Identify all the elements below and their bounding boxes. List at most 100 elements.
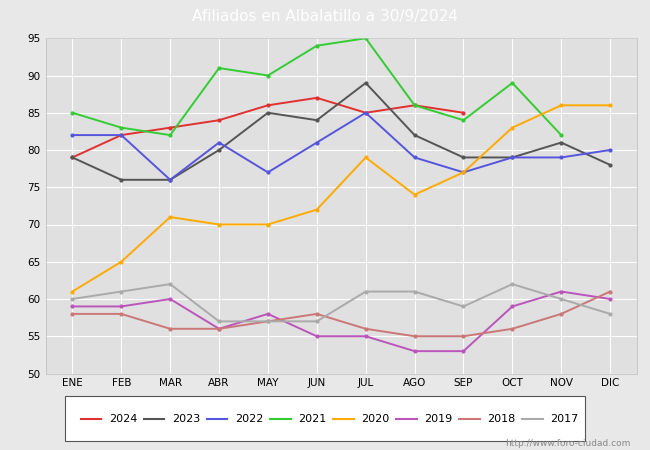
2020 bbox=[557, 103, 565, 108]
2024 bbox=[411, 103, 419, 108]
2017 bbox=[313, 319, 320, 324]
2024 bbox=[264, 103, 272, 108]
2018 bbox=[313, 311, 320, 317]
2022 bbox=[557, 155, 565, 160]
2022 bbox=[68, 132, 76, 138]
2023 bbox=[557, 140, 565, 145]
2021 bbox=[166, 132, 174, 138]
2023 bbox=[460, 155, 467, 160]
2019 bbox=[118, 304, 125, 309]
2019 bbox=[166, 296, 174, 302]
2017 bbox=[411, 289, 419, 294]
Text: 2020: 2020 bbox=[361, 414, 389, 423]
2020 bbox=[508, 125, 516, 130]
Line: 2019: 2019 bbox=[71, 290, 612, 352]
2018 bbox=[362, 326, 370, 332]
2017 bbox=[508, 281, 516, 287]
2023 bbox=[264, 110, 272, 116]
2021 bbox=[460, 117, 467, 123]
2022 bbox=[411, 155, 419, 160]
2020 bbox=[166, 214, 174, 220]
2018 bbox=[606, 289, 614, 294]
2023 bbox=[68, 155, 76, 160]
2017 bbox=[215, 319, 223, 324]
2022 bbox=[264, 170, 272, 175]
2020 bbox=[460, 170, 467, 175]
FancyBboxPatch shape bbox=[65, 396, 585, 441]
2019 bbox=[606, 296, 614, 302]
2023 bbox=[313, 117, 320, 123]
2020 bbox=[313, 207, 320, 212]
2019 bbox=[557, 289, 565, 294]
2019 bbox=[508, 304, 516, 309]
2020 bbox=[118, 259, 125, 265]
2020 bbox=[411, 192, 419, 198]
2021 bbox=[313, 43, 320, 49]
2024 bbox=[68, 155, 76, 160]
2017 bbox=[606, 311, 614, 317]
2021 bbox=[508, 80, 516, 86]
2020 bbox=[264, 222, 272, 227]
2023 bbox=[508, 155, 516, 160]
2021 bbox=[411, 103, 419, 108]
2021 bbox=[362, 36, 370, 41]
2022 bbox=[313, 140, 320, 145]
2018 bbox=[166, 326, 174, 332]
2017 bbox=[68, 296, 76, 302]
2019 bbox=[68, 304, 76, 309]
Text: 2024: 2024 bbox=[109, 414, 138, 423]
2023 bbox=[118, 177, 125, 183]
2019 bbox=[264, 311, 272, 317]
2019 bbox=[362, 333, 370, 339]
Text: 2017: 2017 bbox=[551, 414, 578, 423]
2022 bbox=[362, 110, 370, 116]
2021 bbox=[557, 132, 565, 138]
2022 bbox=[508, 155, 516, 160]
Line: 2022: 2022 bbox=[71, 111, 612, 181]
Text: 2021: 2021 bbox=[298, 414, 326, 423]
2024 bbox=[460, 110, 467, 116]
2017 bbox=[557, 296, 565, 302]
2024 bbox=[215, 117, 223, 123]
Text: http://www.foro-ciudad.com: http://www.foro-ciudad.com bbox=[505, 439, 630, 448]
2023 bbox=[411, 132, 419, 138]
2021 bbox=[118, 125, 125, 130]
2017 bbox=[264, 319, 272, 324]
Text: Afiliados en Albalatillo a 30/9/2024: Afiliados en Albalatillo a 30/9/2024 bbox=[192, 9, 458, 24]
2022 bbox=[606, 147, 614, 153]
2024 bbox=[118, 132, 125, 138]
2024 bbox=[166, 125, 174, 130]
Line: 2018: 2018 bbox=[71, 290, 612, 338]
2022 bbox=[166, 177, 174, 183]
2018 bbox=[215, 326, 223, 332]
2021 bbox=[68, 110, 76, 116]
2021 bbox=[264, 73, 272, 78]
2023 bbox=[215, 147, 223, 153]
Line: 2023: 2023 bbox=[71, 81, 612, 181]
2019 bbox=[215, 326, 223, 332]
2020 bbox=[362, 155, 370, 160]
2018 bbox=[264, 319, 272, 324]
2019 bbox=[313, 333, 320, 339]
2020 bbox=[68, 289, 76, 294]
2018 bbox=[557, 311, 565, 317]
Text: 2018: 2018 bbox=[488, 414, 515, 423]
Line: 2017: 2017 bbox=[71, 283, 612, 323]
2019 bbox=[411, 348, 419, 354]
Text: 2019: 2019 bbox=[424, 414, 452, 423]
2021 bbox=[215, 65, 223, 71]
2022 bbox=[460, 170, 467, 175]
2024 bbox=[362, 110, 370, 116]
2018 bbox=[118, 311, 125, 317]
2018 bbox=[508, 326, 516, 332]
2019 bbox=[460, 348, 467, 354]
2023 bbox=[362, 80, 370, 86]
2020 bbox=[606, 103, 614, 108]
Line: 2020: 2020 bbox=[71, 104, 612, 293]
2017 bbox=[460, 304, 467, 309]
2023 bbox=[166, 177, 174, 183]
2023 bbox=[606, 162, 614, 167]
2018 bbox=[460, 333, 467, 339]
2018 bbox=[68, 311, 76, 317]
2017 bbox=[362, 289, 370, 294]
